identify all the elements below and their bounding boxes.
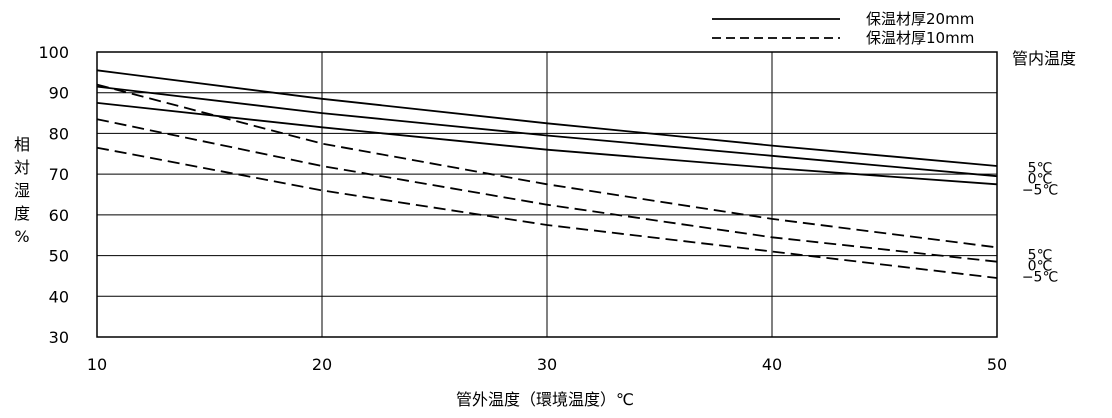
plot-frame	[96, 51, 998, 338]
y-tick-label: 70	[49, 165, 69, 184]
grid-layer	[96, 51, 998, 338]
y-tick-label: 100	[38, 43, 69, 62]
series-end-label: −5℃	[1022, 269, 1058, 285]
tick-layer: 30 40 50 60 70 80 90 100 10 20 30 40 50	[38, 43, 1007, 374]
series-line-1	[96, 69, 998, 167]
y-axis-title-char: 対	[14, 158, 30, 177]
series-end-label: 5℃	[1028, 247, 1053, 263]
y-axis-title-char: 度	[14, 204, 30, 223]
legend-label-1: 保温材厚20mm	[866, 10, 974, 28]
legend-label-2: 保温材厚10mm	[866, 29, 974, 47]
series-end-label: 5℃	[1028, 161, 1053, 177]
y-tick-label: 60	[49, 206, 69, 225]
x-tick-label: 20	[312, 355, 332, 374]
series-line-3	[96, 102, 998, 186]
x-tick-label: 30	[537, 355, 557, 374]
series-end-label: 0℃	[1028, 172, 1053, 188]
series-end-label: −5℃	[1022, 183, 1058, 199]
y-tick-label: 50	[49, 247, 69, 266]
series-layer	[96, 69, 998, 279]
series-line-2	[96, 85, 998, 178]
series-line-6	[96, 146, 998, 279]
series-line-5	[96, 118, 998, 263]
end-label-layer: 5℃0℃−5℃5℃0℃−5℃	[1022, 161, 1058, 286]
y-axis-title-char: 相	[14, 135, 30, 154]
y-tick-label: 80	[49, 124, 69, 143]
series-line-4	[96, 83, 998, 249]
x-tick-label: 50	[987, 355, 1007, 374]
y-tick-label: 40	[49, 287, 69, 306]
series-end-label: 0℃	[1028, 258, 1053, 274]
y-tick-label: 30	[49, 328, 69, 347]
right-axis-title: 管内温度	[1012, 49, 1076, 68]
x-tick-label: 40	[762, 355, 782, 374]
y-axis-title-char: 湿	[14, 181, 30, 200]
x-axis-title: 管外温度（環境温度）℃	[456, 390, 634, 409]
y-axis-title-char: %	[14, 227, 29, 246]
x-tick-label: 10	[87, 355, 107, 374]
y-tick-label: 90	[49, 84, 69, 103]
